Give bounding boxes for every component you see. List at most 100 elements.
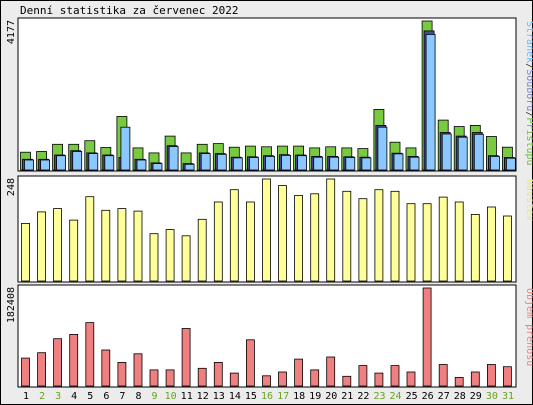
x-tick-26: 26 xyxy=(422,391,434,402)
bar-bottom-8 xyxy=(133,353,143,387)
x-tick-14: 14 xyxy=(229,391,241,402)
bar-stranek-24 xyxy=(393,153,404,171)
x-tick-13: 13 xyxy=(213,391,225,402)
bar-stranek-23 xyxy=(377,126,388,171)
bar-bottom-5 xyxy=(85,322,95,387)
bar-stranek-14 xyxy=(232,157,243,171)
bar-middle-9 xyxy=(149,233,159,282)
bar-stranek-28 xyxy=(457,136,468,171)
bar-bottom-11 xyxy=(181,328,191,387)
bar-bottom-26 xyxy=(422,287,432,387)
bar-middle-29 xyxy=(470,213,480,282)
x-tick-29: 29 xyxy=(470,391,482,402)
bar-bottom-9 xyxy=(149,369,159,387)
x-tick-27: 27 xyxy=(438,391,450,402)
legend: Objem přenosu xyxy=(524,288,533,366)
x-tick-9: 9 xyxy=(151,391,157,402)
y-max-label: 4177 xyxy=(6,20,17,44)
bar-bottom-19 xyxy=(310,369,320,387)
bar-middle-26 xyxy=(422,203,432,282)
bar-stranek-20 xyxy=(329,156,340,171)
bar-stranek-5 xyxy=(88,153,99,171)
legend-entry-2: Souborů xyxy=(524,69,533,111)
legend-entry-3: / xyxy=(524,111,533,117)
bar-bottom-10 xyxy=(165,369,175,387)
panel-bottom: 182408 Objem přenosu xyxy=(6,284,533,388)
bar-middle-5 xyxy=(85,196,95,282)
bar-stranek-11 xyxy=(184,163,195,171)
bar-middle-4 xyxy=(69,219,79,282)
bar-stranek-7 xyxy=(120,126,131,171)
bar-bottom-31 xyxy=(502,366,512,387)
bar-middle-15 xyxy=(245,201,255,282)
bar-stranek-29 xyxy=(473,133,484,171)
bar-middle-7 xyxy=(117,208,127,282)
bar-stranek-16 xyxy=(265,155,275,171)
x-tick-17: 17 xyxy=(277,391,289,402)
bar-stranek-31 xyxy=(505,157,516,171)
x-tick-21: 21 xyxy=(341,391,353,402)
bar-middle-19 xyxy=(310,193,320,282)
bar-middle-23 xyxy=(374,189,384,282)
bar-bottom-14 xyxy=(229,372,239,387)
bar-stranek-13 xyxy=(216,153,227,171)
bar-stranek-21 xyxy=(345,157,356,171)
bar-bottom-13 xyxy=(213,361,223,387)
bar-bottom-22 xyxy=(358,365,368,387)
bar-stranek-8 xyxy=(136,159,147,171)
bar-bottom-30 xyxy=(486,364,496,387)
x-tick-2: 2 xyxy=(39,391,45,402)
bar-bottom-16 xyxy=(262,375,271,387)
bar-stranek-10 xyxy=(168,146,179,171)
y-max-label: 248 xyxy=(6,178,17,196)
x-tick-3: 3 xyxy=(55,391,61,402)
bar-middle-8 xyxy=(133,210,143,282)
x-tick-6: 6 xyxy=(103,391,109,402)
bar-stranek-27 xyxy=(441,133,452,171)
x-tick-23: 23 xyxy=(373,391,385,402)
bar-middle-12 xyxy=(197,218,207,282)
bar-bottom-20 xyxy=(326,356,336,387)
x-tick-20: 20 xyxy=(325,391,337,402)
legend: Návštěv xyxy=(524,179,533,221)
x-tick-31: 31 xyxy=(502,391,514,402)
bar-stranek-12 xyxy=(200,153,211,171)
panel-top: 4177 Stránek/Souborů/Přístupů xyxy=(6,17,533,172)
bar-middle-20 xyxy=(326,178,336,282)
x-tick-11: 11 xyxy=(181,391,193,402)
bar-middle-14 xyxy=(229,189,239,282)
bar-bottom-24 xyxy=(390,365,400,387)
bar-bottom-23 xyxy=(374,372,384,387)
bar-bottom-1 xyxy=(21,357,30,387)
bar-middle-1 xyxy=(21,222,30,282)
bar-middle-11 xyxy=(181,235,191,282)
x-tick-10: 10 xyxy=(165,391,177,402)
bar-bottom-6 xyxy=(101,349,111,387)
bar-stranek-30 xyxy=(489,155,500,171)
x-tick-5: 5 xyxy=(87,391,93,402)
bar-middle-28 xyxy=(454,201,464,282)
x-tick-7: 7 xyxy=(119,391,125,402)
bar-middle-22 xyxy=(358,198,368,282)
bar-middle-13 xyxy=(213,201,223,282)
bar-bottom-29 xyxy=(470,371,480,387)
bar-bottom-12 xyxy=(197,367,207,387)
x-tick-8: 8 xyxy=(135,391,141,402)
legend: Stránek/Souborů/Přístupů xyxy=(524,21,533,166)
x-tick-28: 28 xyxy=(454,391,466,402)
x-tick-4: 4 xyxy=(71,391,77,402)
bar-middle-2 xyxy=(37,211,46,282)
bar-stranek-9 xyxy=(152,163,163,171)
bar-bottom-4 xyxy=(69,333,79,387)
legend-entry-4: Přístupů xyxy=(524,117,533,165)
legend-entry-0: Návštěv xyxy=(524,179,533,221)
bar-bottom-7 xyxy=(117,361,127,387)
panel-middle: 248 Návštěv xyxy=(6,175,533,283)
y-max-label: 182408 xyxy=(6,287,17,323)
panel-background xyxy=(17,284,517,388)
bar-bottom-21 xyxy=(342,375,352,387)
bar-stranek-17 xyxy=(281,154,291,171)
bar-middle-24 xyxy=(390,190,400,282)
x-tick-30: 30 xyxy=(486,391,498,402)
